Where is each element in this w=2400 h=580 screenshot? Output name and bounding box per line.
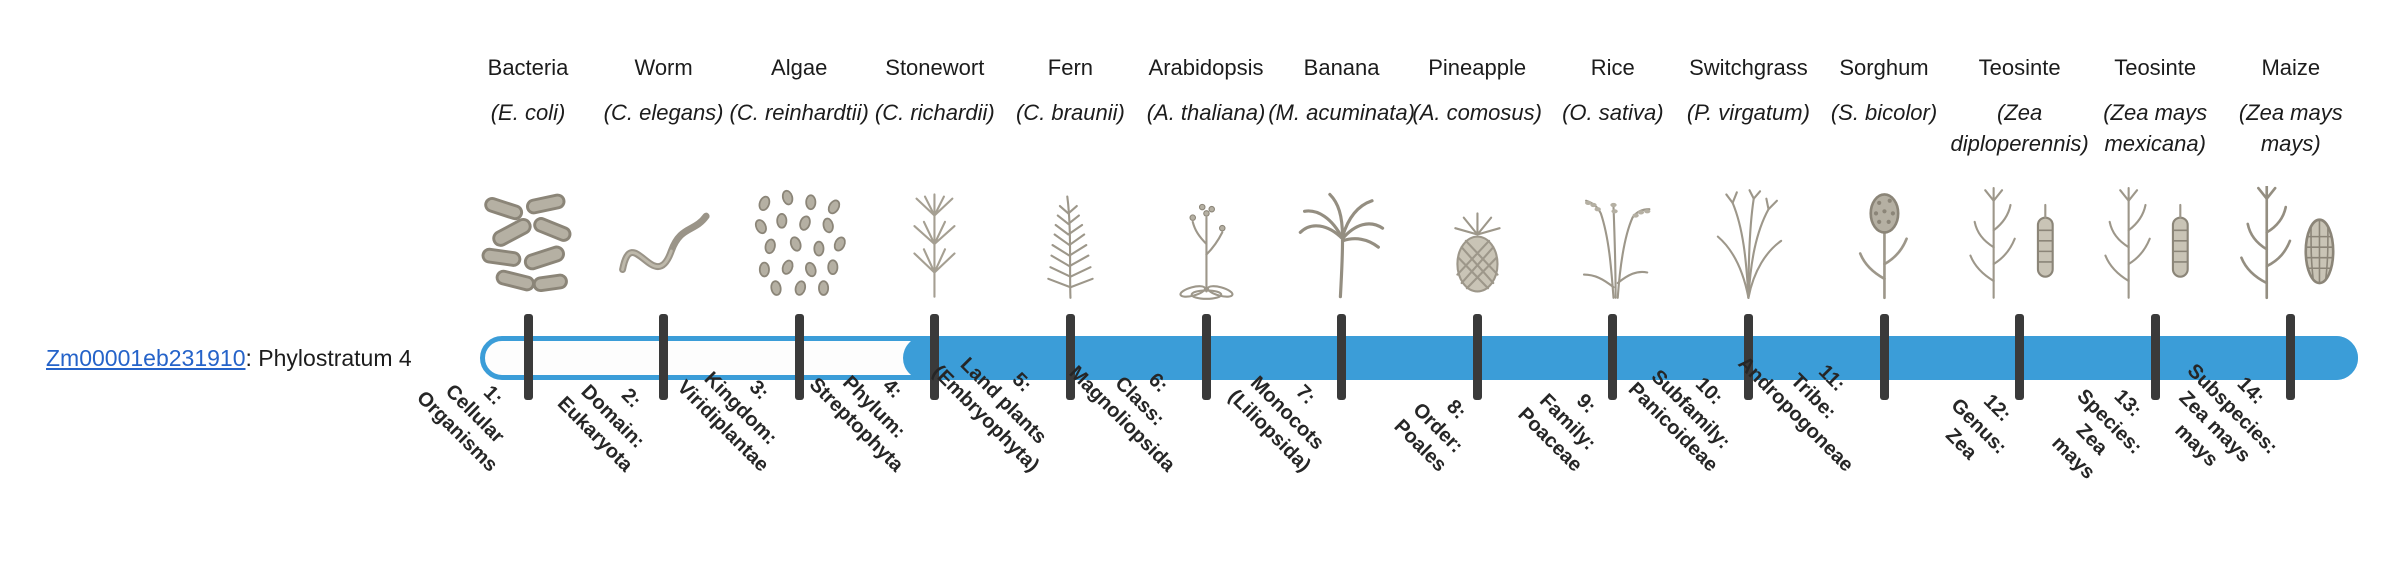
organism-scientific-name: (O. sativa) — [1562, 100, 1664, 126]
organism-label-block: Algae (C. reinhardtii) — [721, 52, 877, 128]
algae-icon — [724, 170, 874, 302]
organism-common-name: Sorghum — [1839, 55, 1929, 80]
organism-scientific-name: (C. elegans) — [603, 100, 724, 126]
rice-icon — [1538, 170, 1688, 302]
organism-label-block: Bacteria (E. coli) — [450, 52, 606, 128]
organism-label-block: Sorghum (S. bicolor) — [1806, 52, 1962, 128]
maize-icon — [2216, 170, 2366, 302]
organism-label-block: Stonewort (C. richardii) — [857, 52, 1013, 128]
organism-common-name: Pineapple — [1428, 55, 1527, 80]
bacteria-icon — [453, 170, 603, 302]
organism-label-block: Worm (C. elegans) — [586, 52, 742, 128]
gene-phylostratum-text: : Phylostratum 4 — [245, 344, 412, 371]
phylostratum-tick — [1743, 314, 1753, 400]
phylostratum-tick — [1879, 314, 1889, 400]
organism-scientific-name: (P. virgatum) — [1686, 100, 1810, 126]
banana-icon — [1267, 170, 1417, 302]
organism-common-name: Fern — [1047, 55, 1094, 80]
organism-scientific-name: (S. bicolor) — [1830, 100, 1938, 126]
pineapple-icon — [1402, 170, 1552, 302]
teosinte-icon — [2080, 170, 2230, 302]
phylostratum-tick — [1472, 314, 1482, 400]
organism-label-block: Teosinte (Zea diploperennis) — [1942, 52, 2098, 160]
phylostratum-tick — [794, 314, 804, 400]
organism-label-block: Banana (M. acuminata) — [1264, 52, 1420, 128]
organism-common-name: Stonewort — [885, 55, 985, 80]
phylostratum-tick — [659, 314, 669, 400]
phylostratum-tick — [2150, 314, 2160, 400]
organism-common-name: Rice — [1590, 55, 1635, 80]
organism-scientific-name: (C. reinhardtii) — [729, 100, 869, 126]
organism-common-name: Worm — [634, 55, 693, 80]
switchgrass-icon — [1673, 170, 1823, 302]
organism-label-block: Pineapple (A. comosus) — [1399, 52, 1555, 128]
gene-label: Zm00001eb231910: Phylostratum 4 — [46, 336, 412, 380]
organism-label-block: Maize (Zea mays mays) — [2213, 52, 2369, 160]
organism-scientific-name: (E. coli) — [490, 100, 566, 126]
phylostratum-label-text: 9: Family: Poaceae — [1512, 389, 1601, 477]
organism-common-name: Banana — [1303, 55, 1380, 80]
organism-label-block: Teosinte (Zea mays mexicana) — [2077, 52, 2233, 160]
organism-scientific-name: (C. braunii) — [1015, 100, 1125, 126]
phylostratum-tick — [2286, 314, 2296, 400]
fern-icon — [995, 170, 1145, 302]
organism-scientific-name: (C. richardii) — [874, 100, 995, 126]
organism-label-block: Arabidopsis (A. thaliana) — [1128, 52, 1284, 128]
organism-scientific-name: (A. comosus) — [1412, 100, 1542, 126]
organism-scientific-name: (Zea mays mays) — [2238, 100, 2343, 157]
phylostratum-tick — [1337, 314, 1347, 400]
phylostratum-tick — [1201, 314, 1211, 400]
worm-icon — [589, 170, 739, 302]
phylostratum-tick — [1065, 314, 1075, 400]
organism-common-name: Teosinte — [2114, 55, 2197, 80]
organism-common-name: Algae — [771, 55, 828, 80]
organism-common-name: Teosinte — [1978, 55, 2061, 80]
organism-label-block: Switchgrass (P. virgatum) — [1670, 52, 1826, 128]
organism-common-name: Maize — [2261, 55, 2321, 80]
organism-scientific-name: (Zea diploperennis) — [1950, 100, 2089, 157]
sorghum-icon — [1809, 170, 1959, 302]
organism-label-block: Rice (O. sativa) — [1535, 52, 1691, 128]
organism-common-name: Bacteria — [487, 55, 569, 80]
organism-common-name: Switchgrass — [1689, 55, 1808, 80]
teosinte-icon — [1945, 170, 2095, 302]
phylostratum-tick — [1608, 314, 1618, 400]
organism-label-block: Fern (C. braunii) — [992, 52, 1148, 128]
phylostratum-tick — [930, 314, 940, 400]
gene-id-link[interactable]: Zm00001eb231910 — [46, 344, 246, 371]
organism-scientific-name: (M. acuminata) — [1268, 100, 1415, 126]
organism-scientific-name: (A. thaliana) — [1146, 100, 1266, 126]
arabidopsis-icon — [1131, 170, 1281, 302]
phylostratum-tick — [523, 314, 533, 400]
phylostratum-label-text: 13: Species: Zea mays — [2047, 384, 2147, 484]
organism-scientific-name: (Zea mays mexicana) — [2103, 100, 2208, 157]
stonewort-icon — [860, 170, 1010, 302]
organism-common-name: Arabidopsis — [1148, 55, 1264, 80]
phylostratum-tick — [2015, 314, 2025, 400]
timeline-bar-fill — [903, 336, 2358, 380]
